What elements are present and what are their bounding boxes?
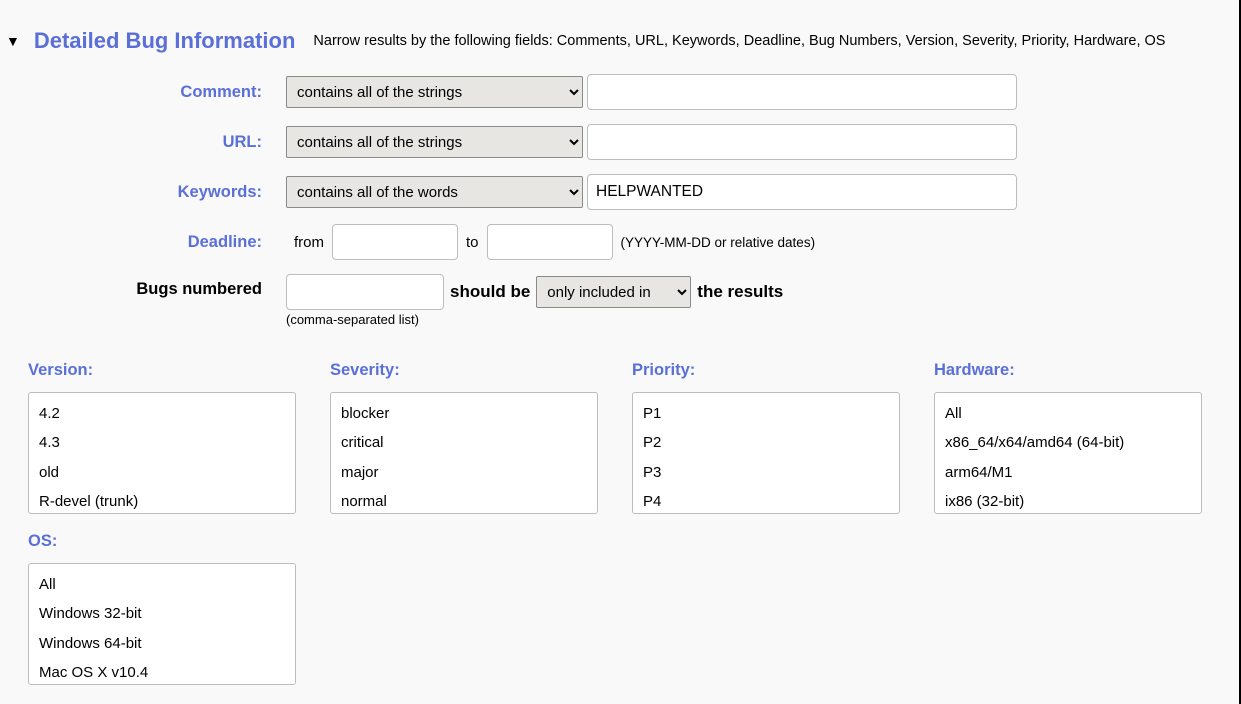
- list-item[interactable]: P3: [633, 458, 899, 487]
- the-results-label: the results: [697, 282, 783, 302]
- os-section: OS: All Windows 32-bit Windows 64-bit Ma…: [6, 514, 1239, 685]
- multiselect-grid: Version: 4.2 4.3 old R-devel (trunk) Sev…: [6, 341, 1239, 514]
- section-header: ▼ Detailed Bug Information Narrow result…: [6, 28, 1239, 54]
- deadline-from-input[interactable]: [332, 224, 458, 260]
- url-label: URL:: [6, 133, 286, 152]
- list-item[interactable]: P4: [633, 487, 899, 514]
- os-select[interactable]: All Windows 32-bit Windows 64-bit Mac OS…: [28, 563, 296, 685]
- hardware-column: Hardware: All x86_64/x64/amd64 (64-bit) …: [934, 361, 1202, 514]
- section-subtitle: Narrow results by the following fields: …: [313, 33, 1165, 49]
- should-be-label: should be: [450, 282, 530, 302]
- version-column: Version: 4.2 4.3 old R-devel (trunk): [28, 361, 296, 514]
- list-item[interactable]: x86_64/x64/amd64 (64-bit): [935, 428, 1201, 457]
- comment-label: Comment:: [6, 83, 286, 102]
- list-item[interactable]: 4.2: [29, 399, 295, 428]
- keywords-match-select[interactable]: contains all of the words: [286, 176, 583, 208]
- list-item[interactable]: P2: [633, 428, 899, 457]
- deadline-to-input[interactable]: [487, 224, 613, 260]
- to-label: to: [466, 234, 479, 251]
- keywords-input[interactable]: [587, 174, 1017, 210]
- keywords-row: Keywords: contains all of the words: [6, 174, 1239, 210]
- url-input[interactable]: [587, 124, 1017, 160]
- keywords-label: Keywords:: [6, 183, 286, 202]
- list-item[interactable]: arm64/M1: [935, 458, 1201, 487]
- comma-hint: (comma-separated list): [286, 312, 783, 327]
- bugs-number-input[interactable]: [286, 274, 444, 310]
- url-row: URL: contains all of the strings: [6, 124, 1239, 160]
- list-item[interactable]: All: [29, 570, 295, 599]
- severity-select[interactable]: blocker critical major normal: [330, 392, 598, 514]
- list-item[interactable]: Windows 32-bit: [29, 599, 295, 628]
- priority-select[interactable]: P1 P2 P3 P4: [632, 392, 900, 514]
- collapse-arrow-icon[interactable]: ▼: [6, 33, 20, 49]
- url-match-select[interactable]: contains all of the strings: [286, 126, 583, 158]
- list-item[interactable]: major: [331, 458, 597, 487]
- list-item[interactable]: All: [935, 399, 1201, 428]
- list-item[interactable]: critical: [331, 428, 597, 457]
- version-select[interactable]: 4.2 4.3 old R-devel (trunk): [28, 392, 296, 514]
- list-item[interactable]: ix86 (32-bit): [935, 487, 1201, 514]
- deadline-row: Deadline: from to (YYYY-MM-DD or relativ…: [6, 224, 1239, 260]
- form-rows: Comment: contains all of the strings URL…: [6, 74, 1239, 327]
- version-label: Version:: [28, 361, 296, 380]
- detailed-bug-info-section: ▼ Detailed Bug Information Narrow result…: [0, 0, 1239, 685]
- os-label: OS:: [28, 532, 296, 551]
- os-column: OS: All Windows 32-bit Windows 64-bit Ma…: [28, 532, 296, 685]
- list-item[interactable]: 4.3: [29, 428, 295, 457]
- list-item[interactable]: Windows 64-bit: [29, 629, 295, 658]
- bugs-numbered-row: Bugs numbered should be only included in…: [6, 274, 1239, 327]
- list-item[interactable]: P1: [633, 399, 899, 428]
- severity-column: Severity: blocker critical major normal: [330, 361, 598, 514]
- list-item[interactable]: normal: [331, 487, 597, 514]
- priority-label: Priority:: [632, 361, 900, 380]
- comment-input[interactable]: [587, 74, 1017, 110]
- list-item[interactable]: R-devel (trunk): [29, 487, 295, 514]
- list-item[interactable]: old: [29, 458, 295, 487]
- deadline-label: Deadline:: [6, 233, 286, 252]
- priority-column: Priority: P1 P2 P3 P4: [632, 361, 900, 514]
- comment-row: Comment: contains all of the strings: [6, 74, 1239, 110]
- date-hint: (YYYY-MM-DD or relative dates): [621, 235, 816, 250]
- section-title[interactable]: Detailed Bug Information: [34, 28, 296, 54]
- bugs-mode-select[interactable]: only included in: [536, 276, 691, 308]
- from-label: from: [294, 234, 324, 251]
- comment-match-select[interactable]: contains all of the strings: [286, 76, 583, 108]
- bugs-numbered-label: Bugs numbered: [6, 274, 286, 299]
- severity-label: Severity:: [330, 361, 598, 380]
- list-item[interactable]: Mac OS X v10.4: [29, 658, 295, 685]
- list-item[interactable]: blocker: [331, 399, 597, 428]
- hardware-select[interactable]: All x86_64/x64/amd64 (64-bit) arm64/M1 i…: [934, 392, 1202, 514]
- hardware-label: Hardware:: [934, 361, 1202, 380]
